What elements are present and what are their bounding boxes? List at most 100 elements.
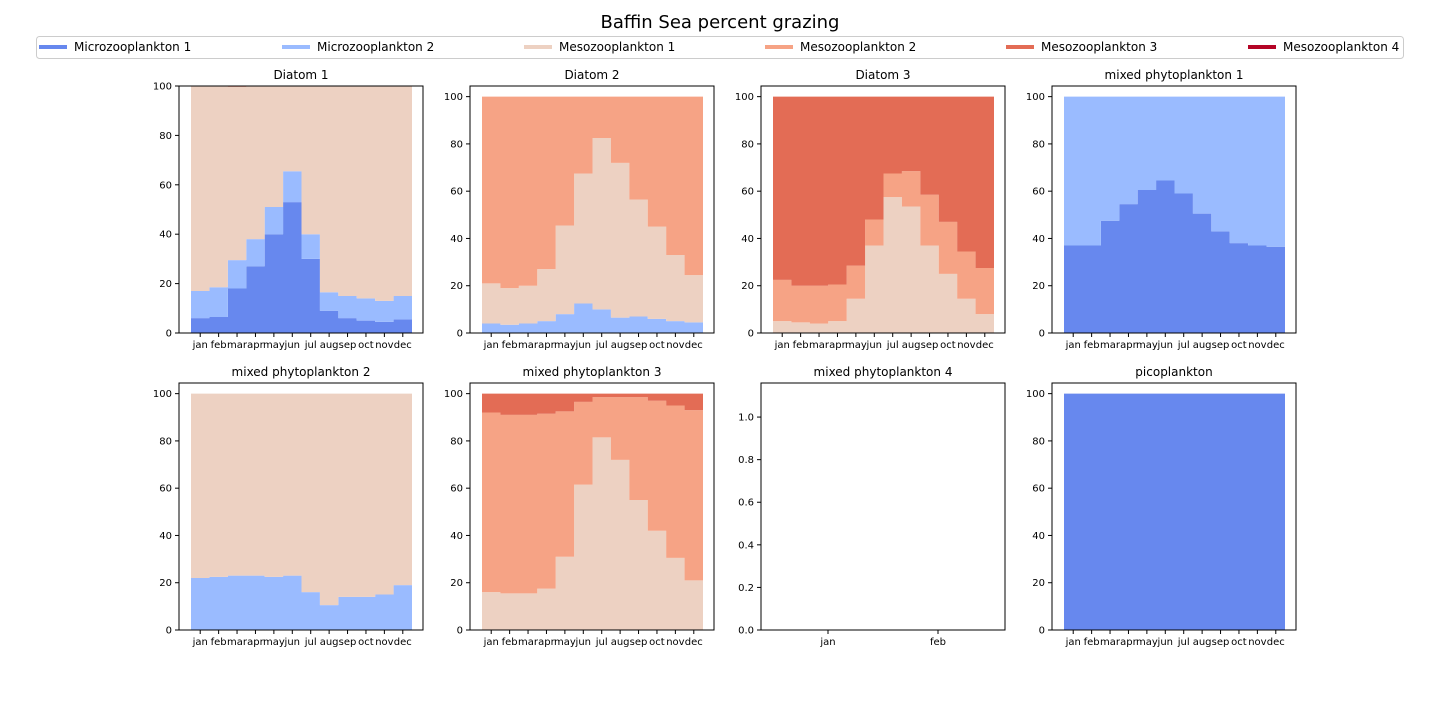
x-tick-label: may [554,340,576,351]
x-tick-label: nov [375,637,393,648]
y-tick-label: 20 [450,281,463,292]
y-tick-label: 0 [748,329,754,340]
x-tick-label: jan [774,340,790,351]
y-tick-label: 0 [166,626,172,637]
x-tick-label: jan [819,637,835,648]
y-tick-label: 40 [1032,531,1045,542]
x-tick-label: oct [358,637,374,648]
x-tick-label: apr [538,340,555,351]
x-tick-label: apr [247,340,264,351]
area-mesozooplankton-1 [191,393,412,606]
x-tick-label: jan [192,340,208,351]
x-tick-label: nov [957,340,975,351]
x-tick-label: nov [666,637,684,648]
x-tick-label: jan [483,340,499,351]
x-tick-label: aug [320,637,339,648]
x-tick-label: oct [649,637,665,648]
x-tick-label: jun [866,340,882,351]
x-tick-label: feb [211,340,227,351]
x-tick-label: feb [930,637,946,648]
y-tick-label: 0 [457,329,463,340]
x-tick-label: jan [1065,340,1081,351]
legend-label: Mesozooplankton 1 [559,40,675,54]
y-tick-label: 0.0 [738,626,754,637]
legend-label: Mesozooplankton 2 [800,40,916,54]
axes-frame [760,382,1006,631]
x-tick-label: mar [518,637,539,648]
y-tick-label: 20 [741,281,754,292]
x-tick-label: feb [502,637,518,648]
x-tick-label: sep [630,340,648,351]
x-tick-label: nov [666,340,684,351]
subplot-title: Diatom 3 [855,68,910,82]
y-tick-label: 60 [450,484,463,495]
x-tick-label: feb [793,340,809,351]
area-mesozooplankton-1 [191,86,412,301]
x-tick-label: apr [1120,340,1137,351]
y-tick-label: 20 [159,578,172,589]
area-mesozooplankton-1 [773,197,994,333]
x-tick-label: dec [1267,340,1285,351]
plot-area [761,383,1005,630]
x-tick-label: jun [575,637,591,648]
y-tick-label: 100 [444,92,463,103]
x-tick-label: aug [1193,340,1212,351]
x-tick-label: may [554,637,576,648]
y-tick-label: 100 [153,82,172,93]
x-tick-label: mar [227,340,248,351]
figure-title: Baffin Sea percent grazing [601,12,840,33]
area-mesozooplankton-3 [482,393,703,415]
legend-frame [36,36,1404,59]
y-tick-label: 20 [1032,578,1045,589]
area-microzooplankton-2 [1064,96,1285,247]
x-tick-label: jun [284,340,300,351]
x-tick-label: may [263,340,285,351]
x-tick-label: nov [375,340,393,351]
x-tick-label: oct [649,340,665,351]
y-tick-label: 60 [741,187,754,198]
x-tick-label: oct [1231,340,1247,351]
axes-frame [469,85,715,334]
y-tick-label: 100 [153,389,172,400]
x-tick-label: may [1136,340,1158,351]
area-microzooplankton-1 [1064,393,1285,630]
y-tick-label: 60 [1032,484,1045,495]
subplot-title: mixed phytoplankton 3 [523,365,662,379]
x-tick-label: may [263,637,285,648]
x-tick-label: apr [538,637,555,648]
area-microzooplankton-2 [191,171,412,322]
axes-frame [760,85,1006,334]
y-tick-label: 60 [1032,187,1045,198]
y-tick-label: 20 [1032,281,1045,292]
x-tick-label: jul [1177,340,1190,351]
y-tick-label: 1.0 [738,413,754,424]
x-tick-label: dec [976,340,994,351]
axes-frame [178,382,424,631]
y-tick-label: 80 [1032,436,1045,447]
x-tick-label: feb [211,637,227,648]
y-tick-label: 80 [450,139,463,150]
x-tick-label: nov [1248,340,1266,351]
x-tick-label: jul [304,637,317,648]
x-tick-label: jan [483,637,499,648]
area-microzooplankton-1 [191,202,412,333]
x-tick-label: sep [1212,637,1230,648]
y-tick-label: 0.6 [738,498,754,509]
legend-label: Mesozooplankton 3 [1041,40,1157,54]
y-tick-label: 40 [450,234,463,245]
y-tick-label: 0 [457,626,463,637]
axes-frame [1051,85,1297,334]
x-tick-label: feb [502,340,518,351]
y-tick-label: 100 [1026,389,1045,400]
x-tick-label: aug [902,340,921,351]
x-tick-label: sep [630,637,648,648]
x-tick-label: aug [611,637,630,648]
y-tick-label: 80 [159,436,172,447]
y-tick-label: 40 [1032,234,1045,245]
x-tick-label: apr [1120,637,1137,648]
y-tick-label: 60 [450,187,463,198]
y-tick-label: 20 [450,578,463,589]
